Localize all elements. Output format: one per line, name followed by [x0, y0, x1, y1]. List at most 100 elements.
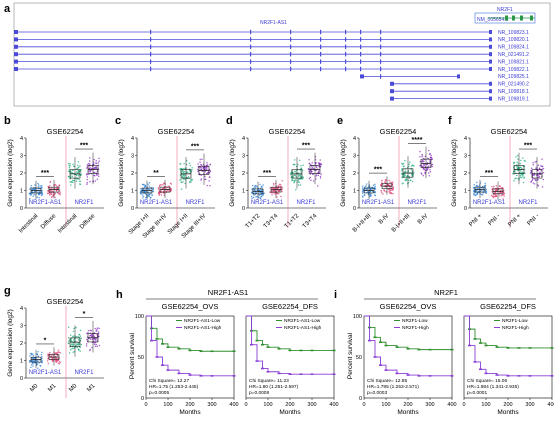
data-point — [273, 187, 275, 189]
data-point — [513, 161, 515, 164]
data-point — [315, 178, 317, 180]
data-point — [37, 351, 39, 353]
data-point — [89, 180, 91, 183]
data-point — [78, 183, 81, 185]
data-point — [37, 184, 40, 186]
data-point — [380, 192, 383, 194]
y-tick-label: 4 — [20, 136, 23, 142]
data-point — [94, 180, 97, 182]
sig-marker: *** — [524, 143, 532, 150]
y-tick-label: 50 — [138, 355, 144, 361]
data-point — [302, 176, 305, 178]
data-point — [383, 189, 386, 192]
data-point — [404, 174, 406, 177]
data-point — [39, 365, 42, 367]
data-point — [78, 342, 80, 344]
exon-block — [320, 52, 322, 57]
data-point — [541, 158, 543, 160]
data-point — [30, 366, 32, 369]
data-point — [181, 174, 183, 176]
data-point — [67, 337, 70, 339]
data-point — [484, 182, 486, 185]
category-label: B-I+II+III — [352, 213, 373, 234]
y-tick-label: 1 — [464, 189, 467, 195]
data-point — [144, 191, 146, 193]
data-point — [490, 194, 493, 197]
data-point — [392, 181, 394, 183]
exon-block — [320, 37, 322, 42]
data-point — [365, 183, 368, 185]
data-point — [70, 344, 72, 347]
data-point — [311, 162, 313, 164]
data-point — [370, 195, 372, 197]
data-point — [29, 194, 32, 196]
data-point — [298, 181, 300, 184]
data-point — [77, 344, 79, 346]
data-point — [47, 192, 50, 195]
data-point — [86, 181, 88, 184]
data-point — [294, 164, 296, 166]
x-tick-label: 400 — [547, 402, 554, 408]
transcript-label: NR_109820.1 — [498, 37, 529, 43]
km-stat: p=0.0008 — [249, 390, 269, 396]
exon-block — [150, 29, 152, 35]
exon-block — [14, 52, 18, 57]
group-label: NR2F1 — [185, 200, 205, 206]
data-point — [209, 163, 211, 166]
exon-block — [290, 59, 292, 64]
exon-block — [360, 66, 362, 72]
data-point — [281, 190, 283, 193]
exon-block — [345, 52, 347, 57]
y-tick-label: 2 — [242, 171, 245, 177]
y-tick-label: 0 — [353, 206, 356, 212]
data-point — [315, 174, 318, 176]
y-tick-label: 2 — [20, 171, 23, 177]
data-point — [422, 168, 425, 170]
group-label: NR2F1 — [74, 200, 94, 206]
data-point — [80, 173, 83, 175]
data-point — [182, 181, 184, 183]
data-point — [429, 170, 432, 173]
data-point — [38, 197, 40, 199]
data-point — [320, 163, 323, 165]
category-label: T1+T2 — [284, 213, 301, 230]
nr2f1-exon — [505, 15, 508, 21]
data-point — [255, 196, 257, 198]
data-point — [148, 188, 151, 190]
data-point — [96, 178, 99, 180]
data-point — [85, 345, 88, 347]
data-point — [78, 178, 80, 181]
data-point — [430, 154, 432, 157]
data-point — [144, 188, 146, 191]
data-point — [260, 191, 262, 194]
data-point — [36, 353, 39, 356]
panel-title: GSE62254 — [158, 127, 195, 136]
data-point — [515, 165, 518, 168]
data-point — [70, 181, 73, 183]
data-point — [272, 190, 275, 192]
data-point — [521, 175, 524, 177]
data-point — [503, 195, 505, 197]
data-point — [71, 343, 73, 345]
exon-block — [360, 29, 362, 35]
transcript-label: NR_109825.1 — [498, 74, 529, 80]
data-point — [388, 179, 390, 182]
data-point — [59, 361, 61, 364]
data-point — [78, 349, 80, 351]
data-point — [31, 357, 33, 360]
data-point — [197, 170, 199, 173]
data-point — [299, 169, 302, 172]
exon-block — [250, 29, 252, 35]
data-point — [374, 191, 376, 194]
data-point — [519, 174, 522, 177]
km-stat: Chi Square= 15.06 — [467, 378, 507, 384]
km-curve — [364, 315, 452, 377]
category-label: PNI - — [527, 213, 541, 227]
data-point — [169, 182, 172, 184]
data-point — [180, 178, 182, 181]
data-point — [391, 189, 394, 191]
data-point — [428, 165, 430, 167]
data-point — [37, 193, 40, 195]
x-tick-label: 200 — [503, 402, 512, 408]
data-point — [361, 187, 364, 189]
